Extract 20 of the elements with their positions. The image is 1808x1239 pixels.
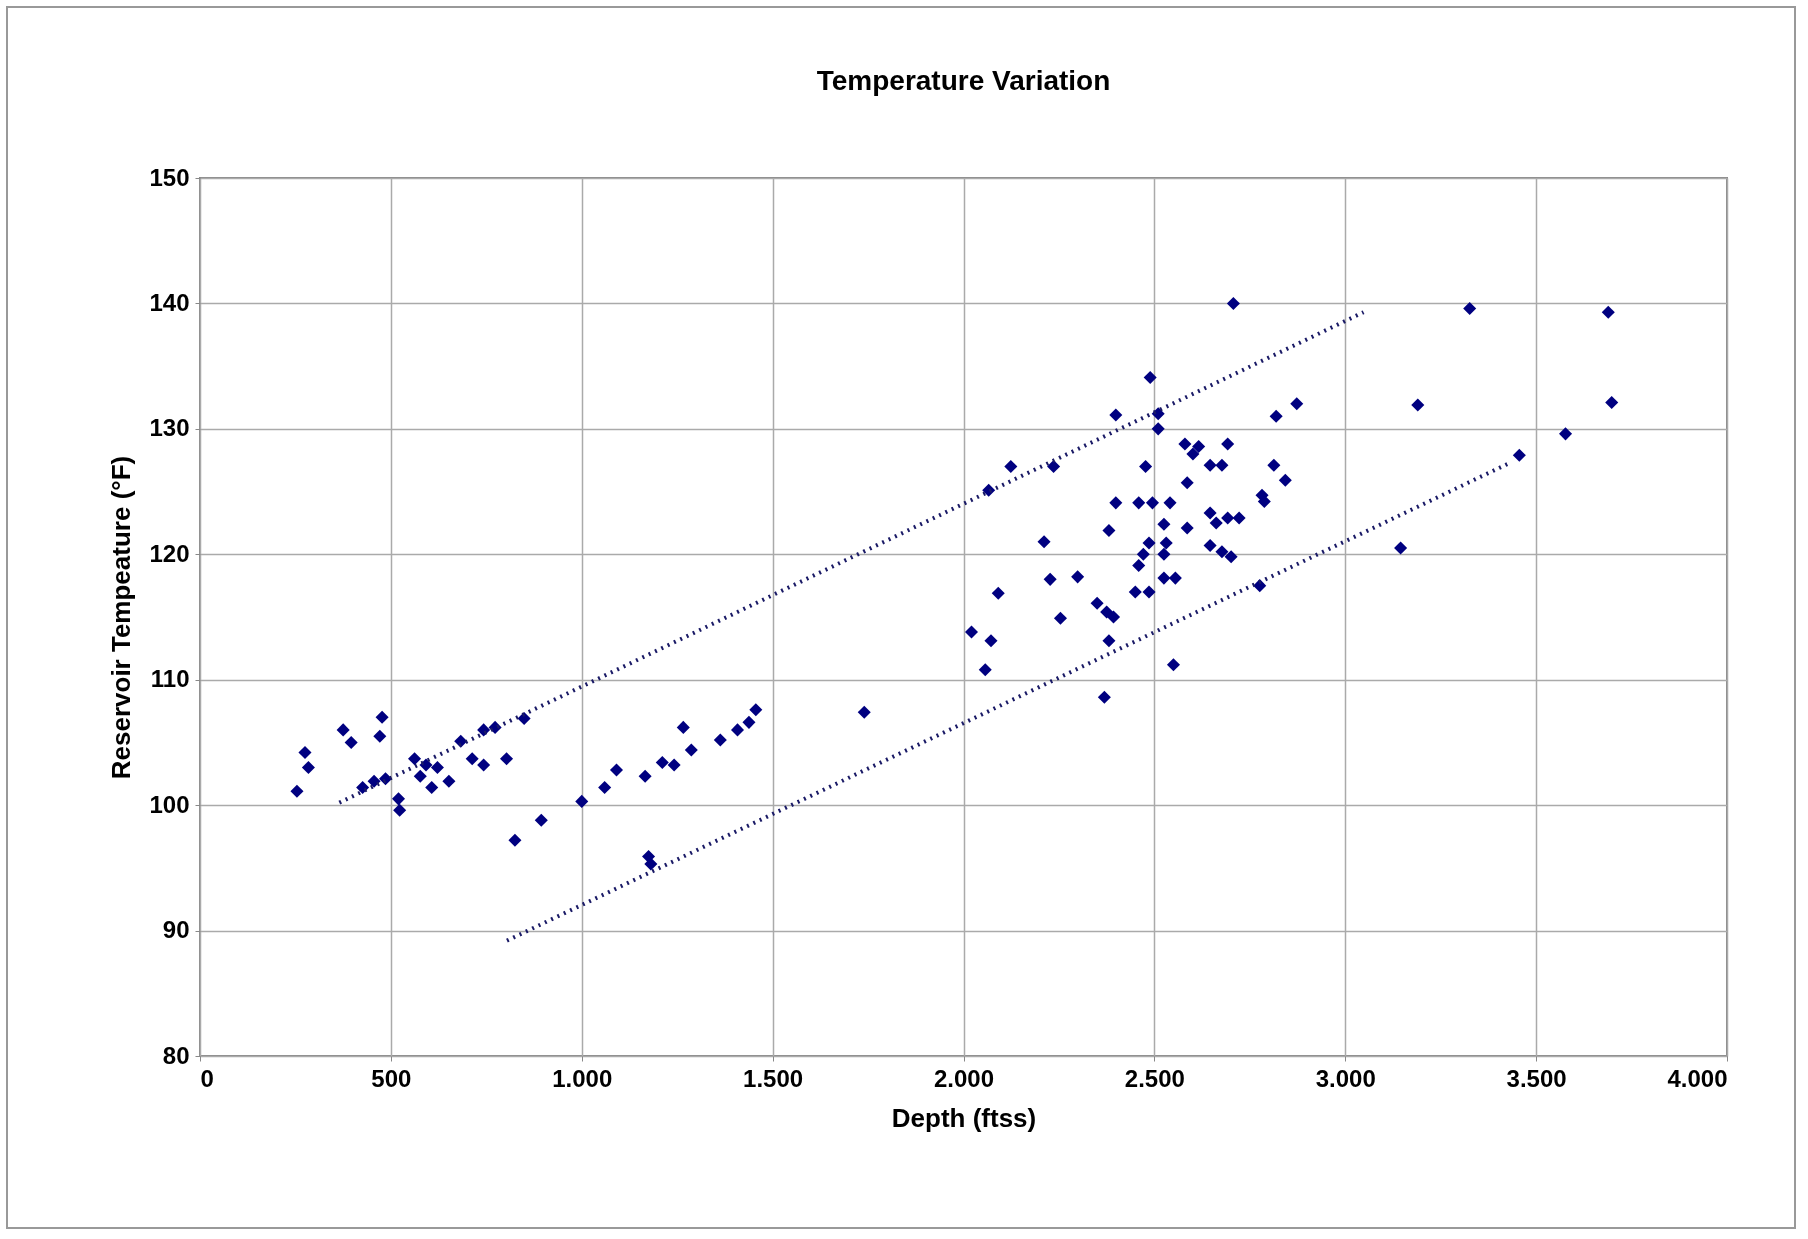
x-tick-label: 1.000 xyxy=(552,1064,613,1092)
x-tick-label: 500 xyxy=(371,1064,412,1092)
x-tick-label: 2.500 xyxy=(1124,1064,1185,1092)
y-tick-label: 110 xyxy=(150,665,190,693)
y-axis-title: Reservoir Tempeature (°F) xyxy=(106,455,137,780)
y-tick-label: 150 xyxy=(149,163,190,191)
y-tick-label: 140 xyxy=(149,288,190,316)
y-tick-label: 120 xyxy=(149,539,190,567)
x-tick-label: 2.000 xyxy=(933,1064,995,1092)
chart-title: Temperature Variation xyxy=(816,65,1111,96)
x-tick-label: 0 xyxy=(200,1064,214,1092)
x-tick-label: 4.000 xyxy=(1667,1064,1728,1092)
x-tick-label: 3.000 xyxy=(1315,1064,1376,1092)
y-tick-label: 100 xyxy=(149,790,190,818)
x-axis-title: Depth (ftss) xyxy=(891,1102,1037,1133)
y-tick-label: 90 xyxy=(162,916,190,944)
y-tick-label: 130 xyxy=(149,414,190,442)
x-tick-label: 3.500 xyxy=(1506,1064,1567,1092)
y-tick-label: 80 xyxy=(162,1041,190,1069)
x-tick-label: 1.500 xyxy=(743,1064,804,1092)
